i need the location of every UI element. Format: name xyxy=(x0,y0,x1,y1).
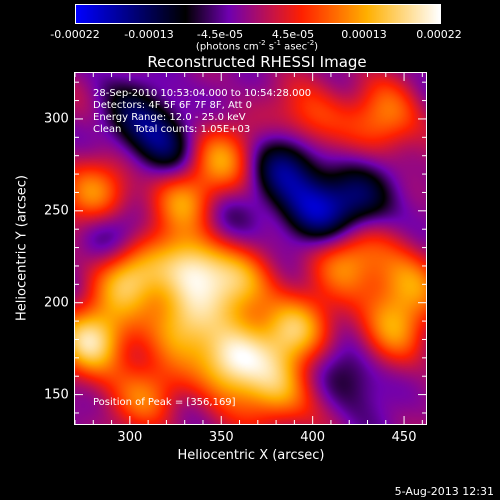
colorbar-tick-label: -0.00013 xyxy=(124,28,174,41)
colorbar-gradient xyxy=(76,5,440,23)
y-tick-label: 250 xyxy=(44,203,69,219)
colorbar-unit-label: (photons cm-2 s-1 asec-2) xyxy=(195,39,319,53)
y-tick-label: 300 xyxy=(44,111,69,127)
x-tick-label: 400 xyxy=(300,430,326,445)
colorbar xyxy=(75,4,441,24)
peak-position-annotation: Position of Peak = [356,169] xyxy=(93,397,236,408)
heatmap-image xyxy=(75,73,426,424)
y-axis-label: Heliocentric Y (arcsec) xyxy=(14,175,30,321)
chart-title: Reconstructed RHESSI Image xyxy=(147,53,367,71)
y-tick-label: 150 xyxy=(44,387,69,403)
x-tick-label: 300 xyxy=(117,430,143,445)
time-range-annotation: 28-Sep-2010 10:53:04.000 to 10:54:28.000 xyxy=(93,88,312,99)
plot-area xyxy=(74,72,427,425)
colorbar-tick-label: 0.00013 xyxy=(341,28,387,41)
detectors-annotation: Detectors: 4F 5F 6F 7F 8F, Att 0 xyxy=(93,100,253,111)
energy-range-annotation: Energy Range: 12.0 - 25.0 keV xyxy=(93,112,246,123)
x-tick-label: 350 xyxy=(208,430,234,445)
y-tick-label: 200 xyxy=(44,295,69,311)
colorbar-tick-label: 0.00022 xyxy=(416,28,462,41)
colorbar-tick-label: 4.5e-05 xyxy=(271,28,315,41)
x-tick-label: 450 xyxy=(391,430,417,445)
colorbar-tick-label: -0.00022 xyxy=(50,28,100,41)
x-axis-label: Heliocentric X (arcsec) xyxy=(177,448,325,463)
clean-counts-annotation: Clean Total counts: 1.05E+03 xyxy=(93,124,251,135)
colorbar-tick-label: -4.5e-05 xyxy=(196,28,244,41)
footer-date: 5-Aug-2013 12:31 xyxy=(394,485,494,498)
